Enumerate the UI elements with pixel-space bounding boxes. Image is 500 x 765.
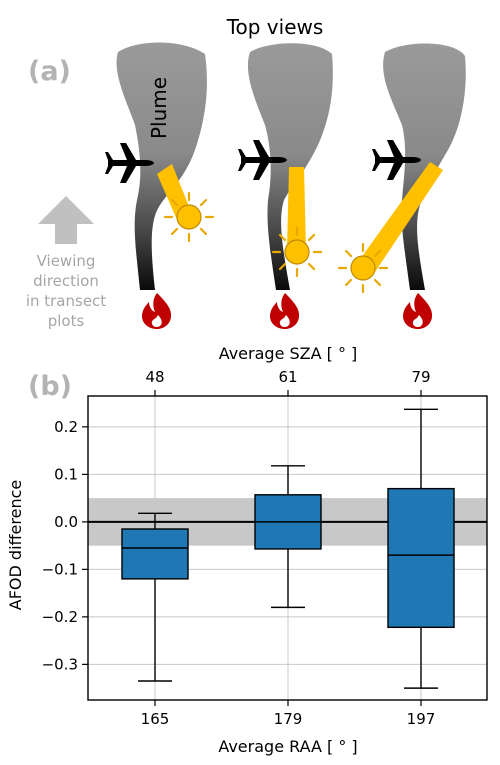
panel-b: (b) Average SZA [ ° ] Average RAA [ ° ] … bbox=[6, 344, 488, 756]
top-x-tick-label: 48 bbox=[145, 368, 164, 386]
y-tick-label: 0.2 bbox=[54, 418, 78, 436]
y-tick-label: −0.2 bbox=[42, 608, 78, 626]
fire-icon bbox=[270, 293, 300, 329]
sun-icon bbox=[163, 191, 215, 243]
fire-icon bbox=[142, 293, 172, 329]
panel-a-label: (a) bbox=[28, 56, 71, 87]
top-x-tick-label: 61 bbox=[278, 368, 297, 386]
sun-icon bbox=[337, 242, 389, 294]
up-arrow-icon bbox=[38, 196, 94, 244]
top-x-tick-label: 79 bbox=[411, 368, 430, 386]
viewing-text-line-1: Viewing bbox=[37, 252, 96, 270]
plume-1 bbox=[116, 42, 207, 290]
viewing-text-line-3: in transect bbox=[26, 292, 106, 310]
plume-2 bbox=[247, 43, 333, 290]
panel-b-label: (b) bbox=[28, 371, 72, 402]
fire-icon bbox=[403, 293, 433, 329]
x-axis-label: Average RAA [ ° ] bbox=[218, 737, 357, 756]
panel-a: (a) Top views Plume Viewing direction in… bbox=[26, 15, 466, 330]
y-tick-label: −0.3 bbox=[42, 655, 78, 673]
y-tick-label: −0.1 bbox=[42, 560, 78, 578]
sun-icon bbox=[271, 226, 323, 278]
y-tick-label: 0.0 bbox=[54, 513, 78, 531]
viewing-text-line-4: plots bbox=[48, 312, 85, 330]
x-tick-label: 179 bbox=[274, 710, 303, 728]
top-x-axis-label: Average SZA [ ° ] bbox=[219, 344, 358, 363]
plot-area: −0.3 −0.2 −0.1 0.0 0.1 0.2 165 179 197 48 61 79 bbox=[42, 368, 488, 728]
y-tick-label: 0.1 bbox=[54, 465, 78, 483]
x-tick-label: 165 bbox=[141, 710, 170, 728]
x-tick-label: 197 bbox=[407, 710, 436, 728]
box-197 bbox=[387, 487, 455, 629]
top-views-title: Top views bbox=[226, 15, 324, 39]
box-165 bbox=[121, 528, 189, 580]
y-axis-label: AFOD difference bbox=[6, 480, 25, 610]
sun-beam-2 bbox=[287, 167, 306, 250]
sun-beam-3 bbox=[358, 162, 443, 275]
viewing-text-line-2: direction bbox=[33, 272, 99, 290]
plume-label: Plume bbox=[147, 77, 171, 139]
